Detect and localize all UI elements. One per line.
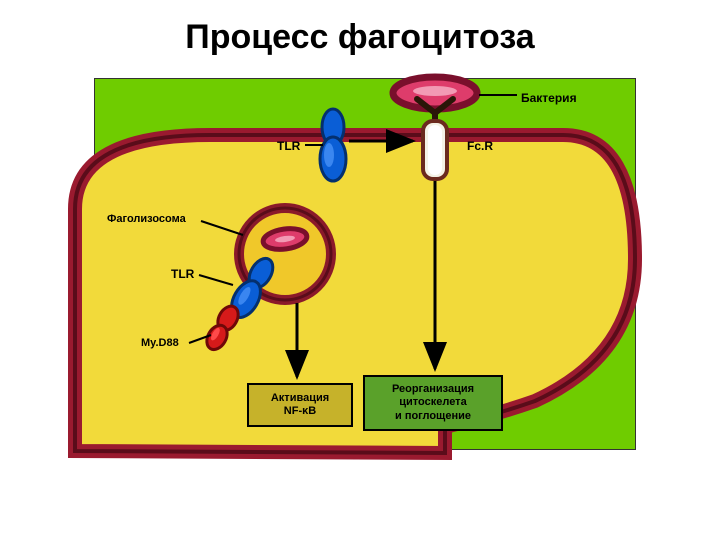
bacterium-large [393,77,477,109]
diagram-container: Бактерия TLR Fc.R Фаголизосома TLR My.D8… [94,78,636,450]
label-tlr-top: TLR [277,139,300,153]
label-bacterium: Бактерия [521,91,577,105]
label-myd88: My.D88 [141,337,179,349]
box-reorg: Реорганизацияцитоскелетаи поглощение [363,375,503,431]
fcr-receptor [423,121,447,179]
label-tlr-mid: TLR [171,267,194,281]
page-title: Процесс фагоцитоза [0,0,720,57]
label-fcr: Fc.R [467,139,493,153]
label-phagolysosome: Фаголизосома [107,213,186,225]
tlr-top [320,109,346,181]
box-nf-kb: АктивацияNF-κB [247,383,353,427]
